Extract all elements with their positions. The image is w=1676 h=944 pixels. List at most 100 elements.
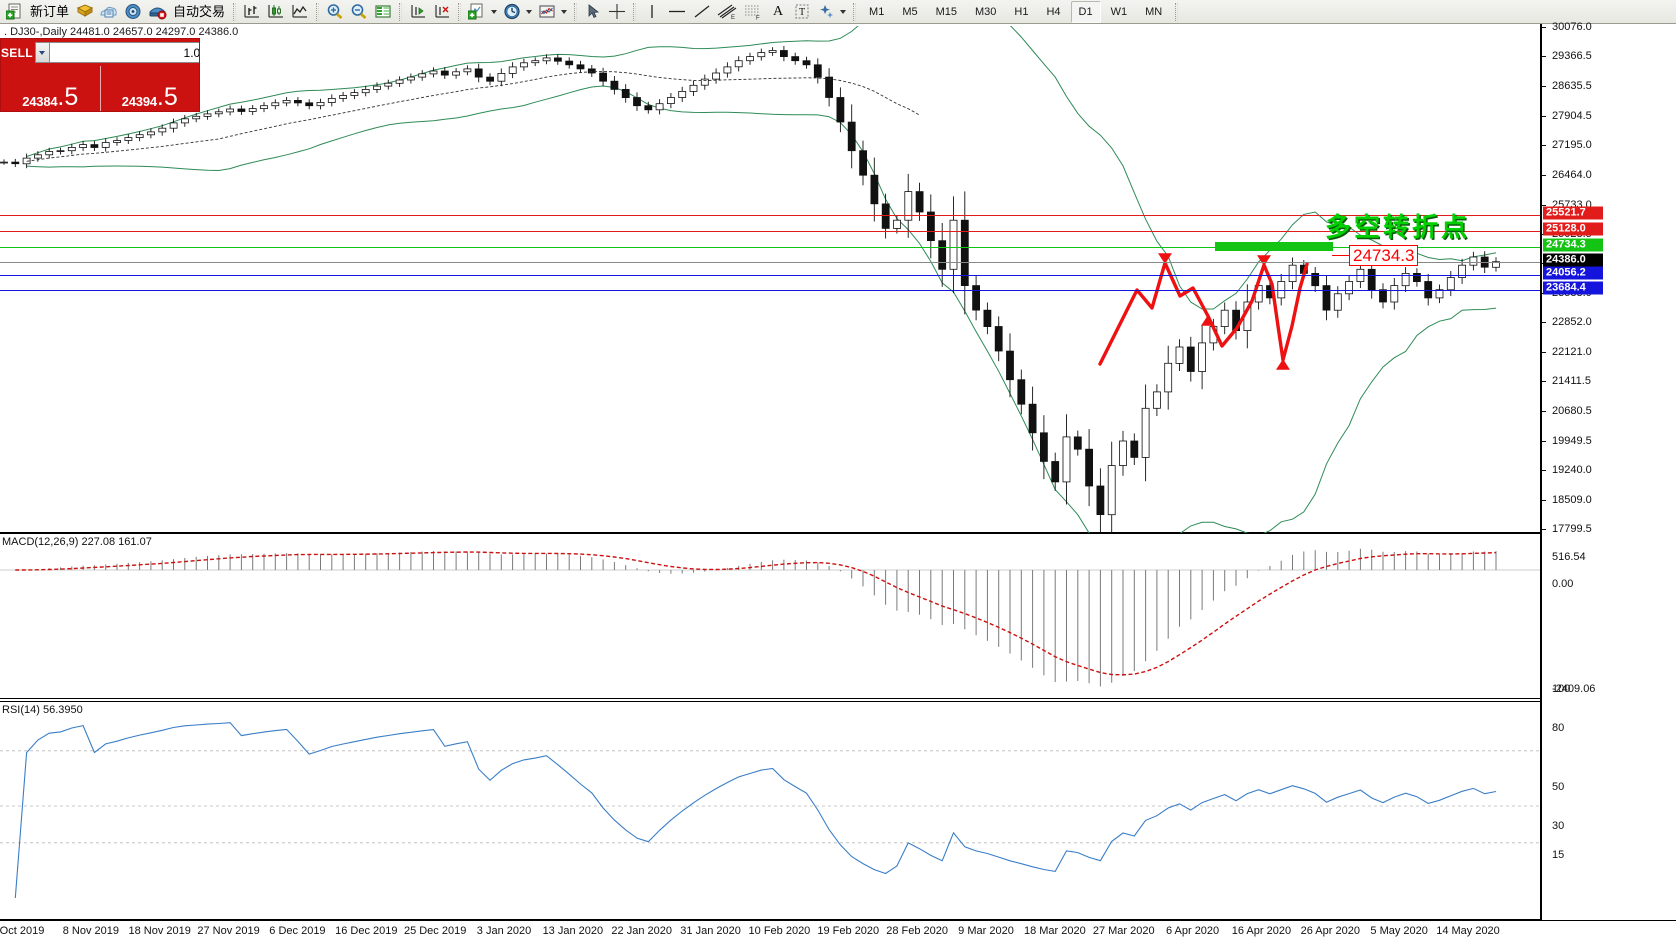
price-level-chip[interactable]: 25128.0 [1543,222,1603,236]
toolbar-divider [399,2,403,21]
rsi-tick-label: 15 [1552,848,1565,861]
price-axis[interactable]: 30076.0 29366.5 28635.5 27904.5 27195.0 26464… [1540,21,1676,944]
timeframe-h1[interactable]: H1 [1014,5,1029,18]
zoom-in-icon[interactable] [324,1,346,23]
date-tick-label: 9 Mar 2020 [958,925,1014,937]
timeframe-m15[interactable]: M15 [935,5,957,18]
price-tick [1542,174,1546,176]
toolbar-divider [574,2,578,21]
rsi-label: RSI(14) 56.3950 [2,704,83,716]
annotation-text[interactable]: 多空转折点 [1325,212,1471,242]
price-tick [1542,470,1546,472]
date-tick-label: 8 Nov 2019 [62,925,119,937]
shift-chart-icon[interactable] [407,1,429,23]
new-order-label[interactable]: 新订单 [30,3,70,19]
sell-price-button[interactable]: 24384 .5 [1,66,100,111]
autotrading-icon[interactable] [146,1,168,23]
date-tick-label: 28 Feb 2020 [886,925,949,937]
zoom-out-icon[interactable] [348,1,370,23]
rsi-pane[interactable]: RSI(14) 56.3950 [0,701,1676,920]
horizontal-line-icon[interactable] [665,1,689,23]
macd-pane[interactable]: MACD(12,26,9) 227.08 161.07 [0,533,1676,699]
trade-panel-header: SELL BUY [1,39,199,66]
one-click-trading-panel[interactable]: SELL BUY 24384 .5 24394 .5 [0,38,200,112]
objects-chevron-down-icon[interactable] [840,9,847,14]
templates-icon[interactable] [536,1,558,23]
price-tick [1542,381,1546,383]
fibonacci-icon[interactable]: F [741,1,765,23]
buy-price-fraction: .5 [156,83,178,111]
market-watch-icon[interactable] [98,1,120,23]
vertical-line-icon[interactable] [641,1,663,23]
timeframe-m1[interactable]: M1 [869,5,885,18]
timeframe-d1[interactable]: D1 [1070,0,1101,23]
timeframe-h4[interactable]: H4 [1046,5,1061,18]
date-tick-label: 18 Nov 2019 [128,925,191,937]
price-tick-label: 20680.5 [1552,405,1592,418]
navigator-icon[interactable] [122,1,144,23]
volume-decrement-button[interactable] [34,42,50,63]
horizontal-level-line[interactable] [0,261,1540,263]
macd-tick-label: 516.54 [1552,551,1586,563]
price-tick-label: 29366.5 [1552,50,1592,62]
toolbar-divider [633,2,637,21]
svg-text:T: T [799,7,805,18]
date-axis[interactable]: Oct 2019 8 Nov 2019 18 Nov 2019 27 Nov 2019… [0,920,1676,944]
price-tick [1542,85,1546,87]
price-tick [1542,499,1546,501]
price-level-chip[interactable]: 25521.7 [1543,206,1603,220]
indicators-icon[interactable] [466,1,488,23]
new-order-icon[interactable] [3,1,25,23]
data-grid-icon[interactable] [372,1,394,23]
cursor-icon[interactable] [582,1,604,23]
price-tick [1542,56,1546,57]
date-tick-label: 13 Jan 2020 [542,925,604,937]
chart-canvas[interactable]: MACD(12,26,9) 227.08 161.07 RSI(14) 56.3… [0,21,1676,944]
timeframe-m30[interactable]: M30 [975,5,997,18]
period-clock-icon[interactable] [501,1,523,23]
autotrading-label[interactable]: 自动交易 [173,3,226,19]
price-tick [1542,322,1546,324]
line-chart-icon[interactable] [289,1,311,23]
data-window-icon[interactable] [74,1,96,23]
macd-tick-label: -2409.06 [1552,683,1596,695]
indicators-chevron-down-icon[interactable] [491,9,498,14]
timeframe-m5[interactable]: M5 [902,5,918,18]
objects-list-icon[interactable] [815,1,837,23]
price-level-chip[interactable]: 23684.4 [1543,281,1603,295]
horizontal-level-line[interactable] [0,215,1540,217]
timeframe-w1[interactable]: W1 [1110,5,1128,18]
main-price-pane[interactable] [0,26,1676,533]
period-chevron-down-icon[interactable] [526,9,533,14]
horizontal-level-line[interactable] [0,231,1540,233]
candlestick-chart-icon[interactable] [265,1,287,23]
horizontal-level-line[interactable] [0,275,1540,277]
text-label-icon[interactable]: A [772,3,784,19]
trendline-icon[interactable] [691,1,713,23]
date-tick-label: 22 Jan 2020 [611,925,672,937]
auto-scroll-icon[interactable] [431,1,453,23]
buy-price-button[interactable]: 24394 .5 [101,66,200,111]
text-box-icon[interactable]: T [791,1,813,23]
annotation-price-label[interactable]: 24734.3 [1349,245,1419,266]
sell-label[interactable]: SELL [1,45,33,60]
date-tick-label: 19 Feb 2020 [817,925,880,937]
rsi-plot [0,722,1540,899]
volume-stepper[interactable] [34,42,199,63]
price-level-chip[interactable]: 24734.3 [1543,238,1603,252]
timeframe-mn[interactable]: MN [1145,5,1163,18]
svg-text:E: E [731,15,735,20]
templates-chevron-down-icon[interactable] [561,9,568,14]
volume-input[interactable] [49,42,199,63]
price-level-chip[interactable]: 24056.2 [1543,266,1603,280]
equidistant-channel-icon[interactable]: E [715,1,739,23]
horizontal-level-line[interactable] [0,290,1540,292]
crosshair-icon[interactable] [606,1,628,23]
rsi-tick-label: 100 [1552,683,1571,695]
date-tick-label: 31 Jan 2020 [680,925,741,937]
horizontal-level-line[interactable] [0,247,1540,249]
price-tick [1542,441,1546,443]
price-level-chip[interactable]: 24386.0 [1543,253,1603,267]
bar-chart-icon[interactable] [241,1,263,23]
price-tick-label: 27904.5 [1552,109,1592,122]
